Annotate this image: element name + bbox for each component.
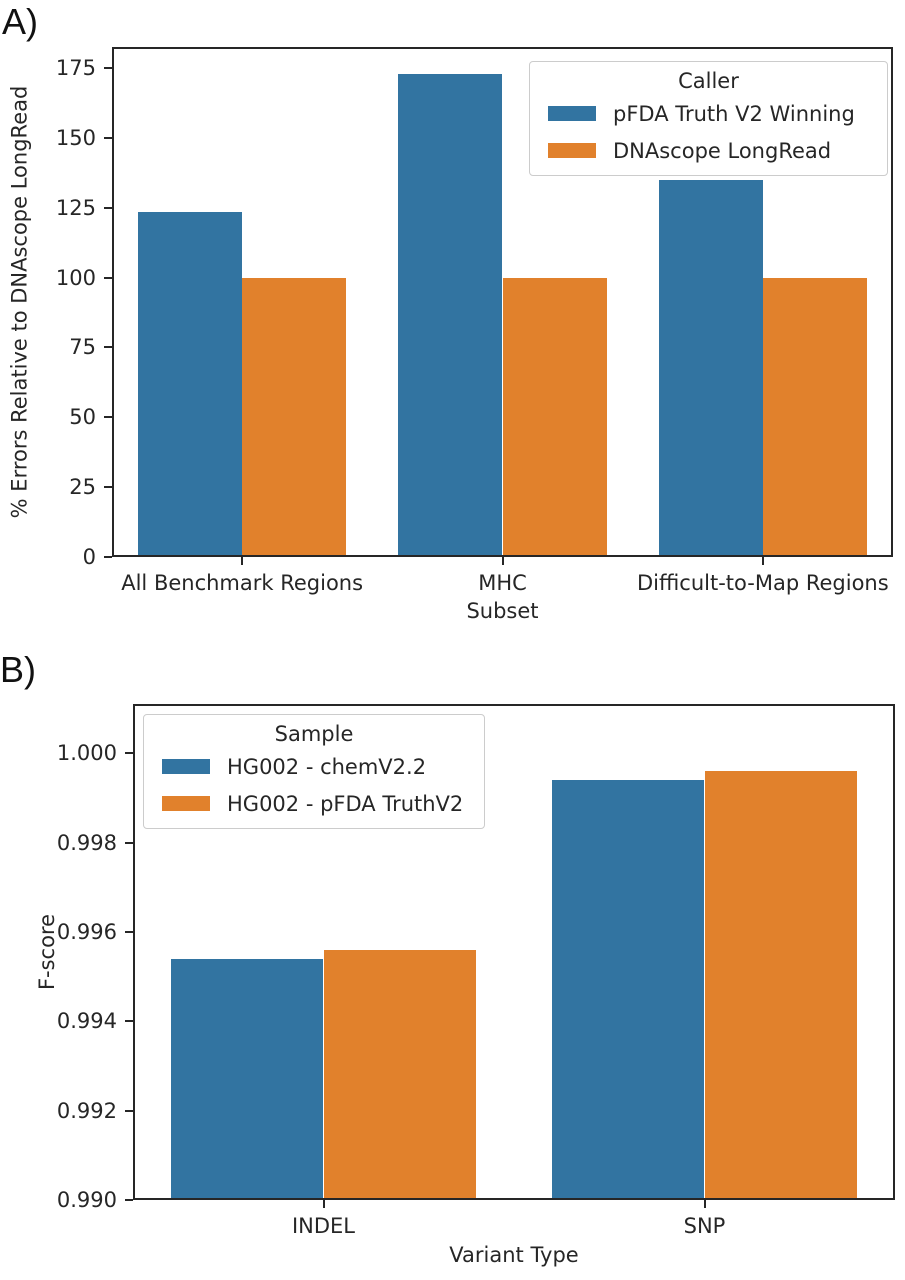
bar: [242, 277, 347, 557]
panel-a-label: A): [2, 1, 38, 42]
chart-b-legend: Sample HG002 - chemV2.2 HG002 - pFDA Tru…: [143, 714, 485, 829]
bar: [398, 73, 503, 557]
x-tick-mark: [241, 557, 244, 565]
legend-item-label: DNAscope LongRead: [613, 138, 832, 163]
y-tick-mark: [104, 346, 112, 349]
y-tick-mark: [104, 556, 112, 558]
bar: [171, 958, 324, 1200]
y-tick-mark: [125, 1199, 133, 1201]
y-tick-label: 50: [69, 405, 96, 430]
x-tick-mark: [501, 557, 504, 565]
x-tick-label: MHC: [478, 571, 527, 595]
y-tick-label: 1.000: [56, 741, 117, 766]
legend-swatch-blue: [548, 106, 596, 121]
x-tick-mark: [703, 1200, 706, 1208]
y-tick-mark: [125, 841, 133, 844]
bar: [323, 949, 476, 1200]
x-tick-label: All Benchmark Regions: [121, 571, 364, 595]
y-tick-mark: [104, 416, 112, 419]
chart-a-x-axis-label: Subset: [466, 599, 539, 623]
legend-item: HG002 - chemV2.2: [154, 748, 474, 785]
y-tick-mark: [125, 1020, 133, 1023]
legend-item: pFDA Truth V2 Winning: [540, 95, 877, 132]
bar: [704, 771, 857, 1200]
y-tick-label: 0.994: [56, 1009, 117, 1034]
y-tick-mark: [104, 486, 112, 489]
x-tick-mark: [322, 1200, 325, 1208]
panel-b-label: B): [0, 649, 36, 690]
y-tick-label: 0: [82, 545, 96, 569]
chart-a-legend: Caller pFDA Truth V2 Winning DNAscope Lo…: [529, 61, 888, 176]
bar: [658, 179, 763, 557]
bar: [502, 277, 607, 557]
legend-item-label: pFDA Truth V2 Winning: [613, 101, 855, 126]
x-tick-mark: [761, 557, 764, 565]
y-tick-label: 0.998: [56, 830, 117, 855]
y-tick-mark: [104, 136, 112, 139]
y-tick-mark: [104, 206, 112, 209]
y-tick-label: 25: [69, 475, 96, 500]
y-tick-mark: [104, 276, 112, 279]
legend-swatch-blue: [162, 759, 210, 774]
legend-swatch-orange: [548, 143, 596, 158]
y-tick-mark: [125, 930, 133, 933]
legend-swatch-orange: [162, 796, 210, 811]
bar: [762, 277, 867, 557]
y-tick-label: 150: [55, 125, 96, 150]
x-tick-label: SNP: [683, 1214, 726, 1238]
y-tick-label: 0.996: [56, 919, 117, 944]
bar: [552, 779, 705, 1200]
legend-title: Caller: [678, 69, 739, 93]
y-tick-mark: [104, 66, 112, 69]
y-tick-label: 175: [55, 55, 96, 80]
x-tick-label: INDEL: [291, 1214, 356, 1238]
legend-item: HG002 - pFDA TruthV2: [154, 785, 474, 822]
y-tick-mark: [125, 752, 133, 755]
bar: [138, 211, 243, 557]
legend-item-label: HG002 - chemV2.2: [227, 754, 427, 779]
y-tick-label: 0.990: [56, 1188, 117, 1212]
y-tick-label: 125: [55, 195, 96, 220]
chart-b-y-axis-label: F-score: [35, 913, 59, 991]
legend-title: Sample: [274, 722, 354, 746]
y-tick-label: 0.992: [56, 1098, 117, 1123]
chart-b-x-axis-label: Variant Type: [449, 1243, 579, 1267]
legend-item-label: HG002 - pFDA TruthV2: [227, 791, 464, 816]
x-tick-label: Difficult-to-Map Regions: [636, 571, 889, 595]
legend-item: DNAscope LongRead: [540, 132, 877, 169]
y-tick-mark: [125, 1109, 133, 1112]
y-tick-label: 100: [55, 265, 96, 290]
y-tick-label: 75: [69, 335, 96, 360]
